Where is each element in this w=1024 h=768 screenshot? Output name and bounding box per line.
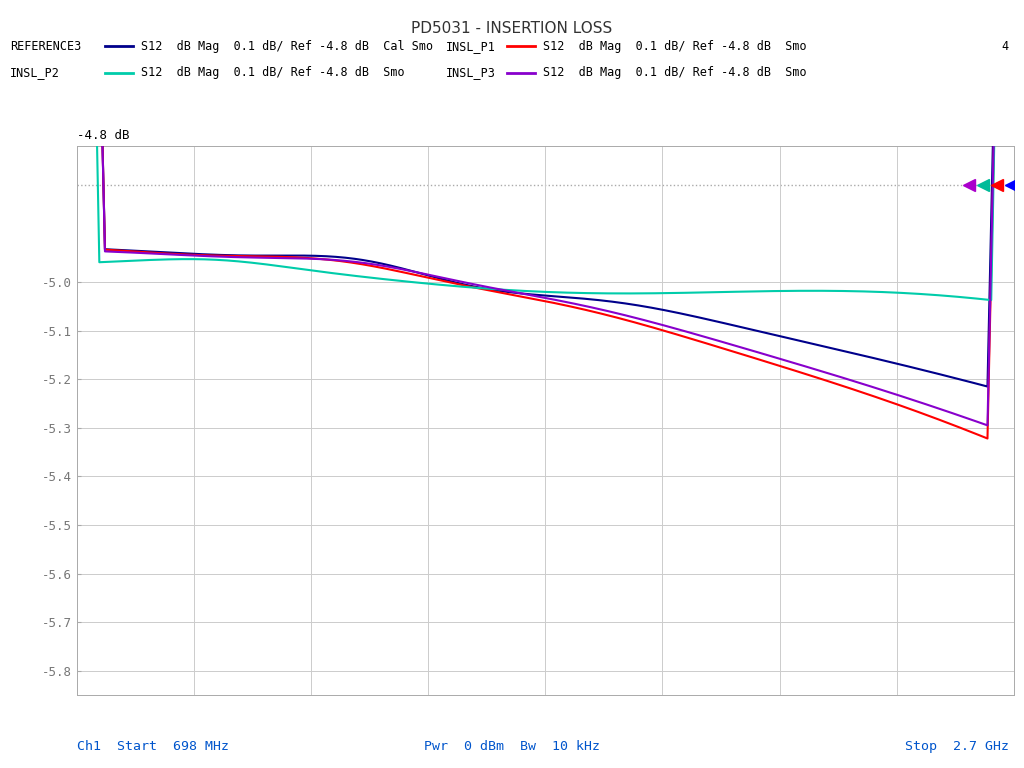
Text: 4: 4	[1001, 40, 1009, 52]
Text: INSL_P1: INSL_P1	[445, 40, 496, 52]
Text: Stop  2.7 GHz: Stop 2.7 GHz	[904, 740, 1009, 753]
Text: Pwr  0 dBm  Bw  10 kHz: Pwr 0 dBm Bw 10 kHz	[424, 740, 600, 753]
Text: -4.8 dB: -4.8 dB	[77, 129, 129, 142]
Text: Ch1  Start  698 MHz: Ch1 Start 698 MHz	[77, 740, 228, 753]
Text: REFERENCE3: REFERENCE3	[10, 40, 82, 52]
Text: S12  dB Mag  0.1 dB/ Ref -4.8 dB  Smo: S12 dB Mag 0.1 dB/ Ref -4.8 dB Smo	[141, 67, 404, 79]
Text: PD5031 - INSERTION LOSS: PD5031 - INSERTION LOSS	[412, 21, 612, 36]
Text: S12  dB Mag  0.1 dB/ Ref -4.8 dB  Smo: S12 dB Mag 0.1 dB/ Ref -4.8 dB Smo	[543, 67, 806, 79]
Text: S12  dB Mag  0.1 dB/ Ref -4.8 dB  Smo: S12 dB Mag 0.1 dB/ Ref -4.8 dB Smo	[543, 40, 806, 52]
Text: INSL_P3: INSL_P3	[445, 67, 496, 79]
Text: INSL_P2: INSL_P2	[10, 67, 60, 79]
Text: S12  dB Mag  0.1 dB/ Ref -4.8 dB  Cal Smo: S12 dB Mag 0.1 dB/ Ref -4.8 dB Cal Smo	[141, 40, 433, 52]
